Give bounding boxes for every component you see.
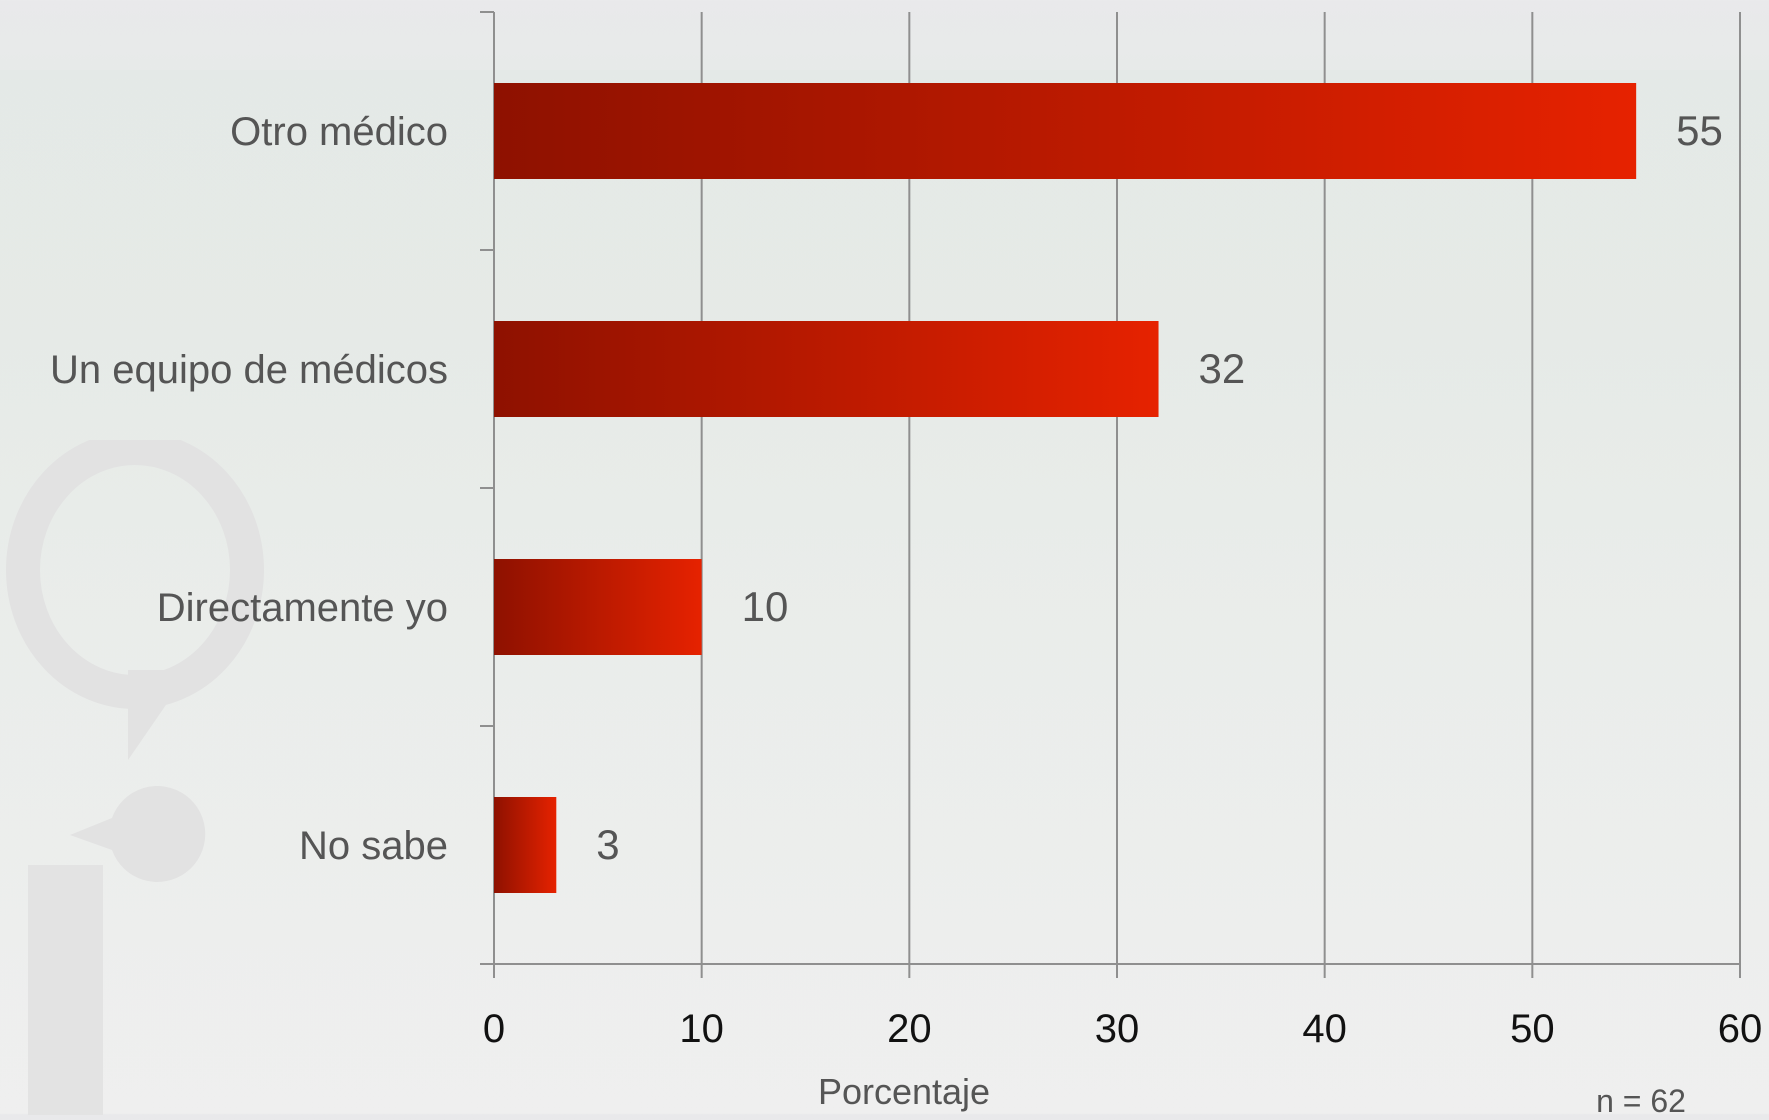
category-label: Directamente yo bbox=[157, 586, 448, 630]
x-tick-label: 60 bbox=[1718, 1007, 1763, 1051]
watermark-logo-icon bbox=[6, 440, 264, 1115]
data-label: 10 bbox=[742, 583, 789, 630]
x-tick-label: 50 bbox=[1510, 1007, 1555, 1051]
x-tick-label: 30 bbox=[1095, 1007, 1140, 1051]
bar bbox=[494, 797, 557, 893]
x-tick-label: 20 bbox=[887, 1007, 932, 1051]
category-label: Otro médico bbox=[230, 110, 448, 154]
x-axis-title: Porcentaje bbox=[818, 1071, 990, 1112]
bar bbox=[494, 559, 702, 655]
x-tick-label: 10 bbox=[679, 1007, 724, 1051]
x-tick-label: 0 bbox=[483, 1007, 505, 1051]
sample-size-note: n = 62 bbox=[1596, 1083, 1686, 1114]
data-label: 32 bbox=[1199, 345, 1246, 392]
bar bbox=[494, 83, 1637, 179]
data-label: 3 bbox=[596, 821, 619, 868]
category-label: Un equipo de médicos bbox=[50, 348, 448, 392]
category-label: No sabe bbox=[299, 824, 448, 868]
bar bbox=[494, 321, 1159, 417]
background-band bbox=[0, 70, 1769, 1110]
x-tick-label: 40 bbox=[1302, 1007, 1347, 1051]
data-label: 55 bbox=[1676, 107, 1723, 154]
